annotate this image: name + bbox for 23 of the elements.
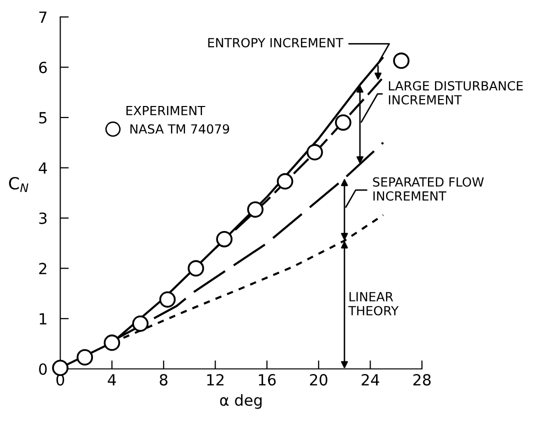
y-tick-label: 0 bbox=[39, 363, 47, 375]
y-tick-label: 2 bbox=[39, 262, 46, 274]
x-tick-label: 24 bbox=[362, 374, 380, 386]
annotation: SEPARATED FLOW INCREMENT bbox=[373, 177, 484, 201]
x-tick-label: 4 bbox=[108, 374, 116, 386]
annotation: LARGE DISTURBANCE INCREMENT bbox=[388, 81, 523, 105]
x-tick-label: 16 bbox=[258, 374, 276, 386]
x-tick-label: 8 bbox=[160, 374, 168, 386]
y-tick-label: 5 bbox=[39, 112, 46, 124]
x-tick-label: 20 bbox=[310, 374, 328, 386]
annotation: ENTROPY INCREMENT bbox=[208, 38, 344, 48]
x-axis-title: α deg bbox=[220, 394, 262, 409]
y-axis-title: C$_{N}$ bbox=[9, 176, 28, 192]
legend-title: EXPERIMENT bbox=[126, 106, 206, 116]
y-tick-label: 4 bbox=[38, 162, 47, 174]
legend-label: NASA TM 74079 bbox=[130, 124, 230, 134]
y-tick-label: 6 bbox=[39, 62, 47, 74]
y-tick-label: 3 bbox=[39, 212, 47, 224]
x-tick-label: 12 bbox=[207, 374, 224, 386]
y-tick-label: 1 bbox=[40, 313, 46, 324]
annotation: LINEAR THEORY bbox=[348, 292, 399, 316]
x-tick-label: 28 bbox=[413, 374, 431, 386]
y-tick-label: 7 bbox=[39, 12, 46, 23]
